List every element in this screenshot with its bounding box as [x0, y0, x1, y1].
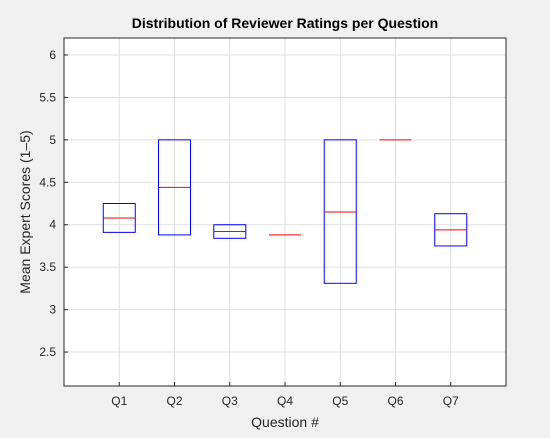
- x-tick-label-q3: Q3: [222, 394, 238, 408]
- x-tick-label-q2: Q2: [166, 394, 182, 408]
- y-axis-label: Mean Expert Scores (1–5): [17, 130, 33, 293]
- x-tick-label-q7: Q7: [443, 394, 459, 408]
- x-tick-label-q4: Q4: [277, 394, 293, 408]
- box-plots: [102, 139, 468, 284]
- y-tick-label-3-5: 3.5: [39, 260, 56, 274]
- x-tick-label-q1: Q1: [111, 394, 127, 408]
- y-tick-label-6: 6: [49, 48, 56, 62]
- axis-ticks: Q1 Q2 Q3 Q4 Q5 Q6 Q7 2.5 3 3.5 4 4.5 5 5.5 6: [39, 48, 459, 408]
- x-tick-label-q5: Q5: [332, 394, 348, 408]
- y-tick-label-5-5: 5.5: [39, 90, 56, 104]
- y-tick-label-5: 5: [49, 133, 56, 147]
- grid-lines: [64, 38, 506, 386]
- y-tick-label-2-5: 2.5: [39, 345, 56, 359]
- y-tick-label-4: 4: [49, 218, 56, 232]
- chart-title: Distribution of Reviewer Ratings per Que…: [132, 15, 438, 31]
- x-axis-label: Question #: [251, 414, 319, 430]
- y-tick-label-4-5: 4.5: [39, 175, 56, 189]
- y-tick-label-3: 3: [49, 303, 56, 317]
- x-tick-label-q6: Q6: [387, 394, 403, 408]
